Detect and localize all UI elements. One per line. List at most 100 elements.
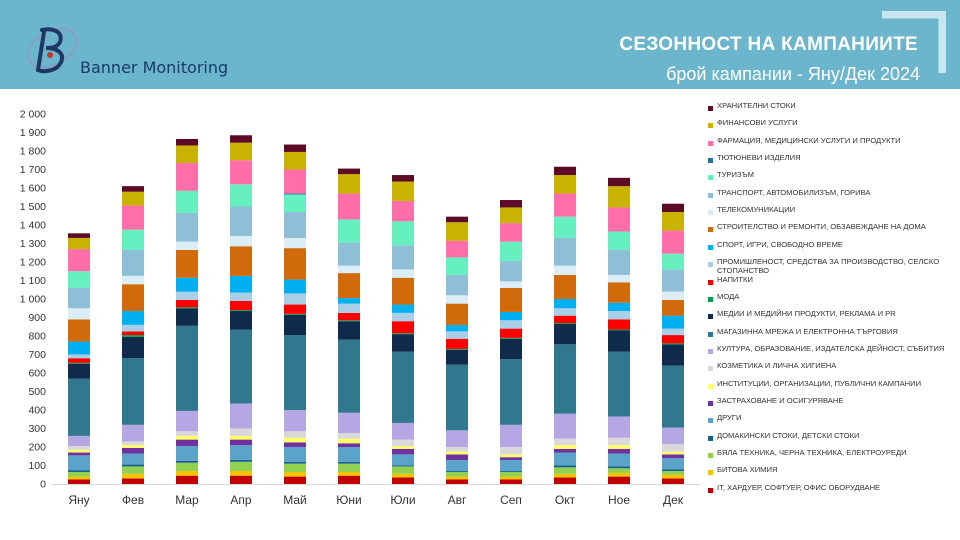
bar-segment	[554, 465, 576, 468]
bar-segment	[68, 378, 90, 436]
y-tick-label: 900	[28, 312, 46, 324]
bar-segment	[446, 331, 468, 339]
bar-segment	[446, 451, 468, 455]
bar-segment	[230, 311, 252, 330]
brand-name: Banner Monitoring	[80, 58, 229, 77]
bar-segment	[392, 477, 414, 484]
legend-item: ЗАСТРАХОВАНЕ И ОСИГУРЯВАНЕ	[708, 396, 958, 413]
y-tick-label: 0	[40, 479, 46, 491]
bar-segment	[500, 207, 522, 224]
bar-segment	[446, 338, 468, 349]
legend-swatch	[708, 470, 713, 476]
bar-segment	[68, 471, 90, 477]
bar-segment	[662, 444, 684, 452]
bar-segment	[554, 308, 576, 316]
legend-label: ХРАНИТЕЛНИ СТОКИ	[717, 101, 796, 110]
bar-segment	[284, 461, 306, 464]
page-title: СЕЗОННОСТ НА КАМПАНИИТЕ	[619, 34, 918, 55]
bar-segment	[176, 325, 198, 411]
bar-segment	[68, 233, 90, 238]
bar-segment	[176, 163, 198, 191]
bar-segment	[68, 452, 90, 456]
bar-segment	[68, 287, 90, 309]
bar-segment	[662, 335, 684, 344]
y-tick-label: 1 400	[20, 220, 46, 232]
legend-item: ФИНАНСОВИ УСЛУГИ	[708, 118, 958, 135]
bar-segment	[68, 363, 90, 379]
y-tick-label: 1 900	[20, 127, 46, 139]
legend-swatch	[708, 140, 713, 146]
bar-segment	[608, 437, 630, 446]
bar-segment	[446, 364, 468, 431]
bar-segment	[608, 476, 630, 484]
bar-segment	[608, 448, 630, 454]
bar-segment	[338, 447, 360, 462]
bar-segment	[230, 459, 252, 462]
bar-segment	[554, 193, 576, 217]
legend-label: ФАРМАЦИЯ, МЕДИЦИНСКИ УСЛУГИ И ПРОДУКТИ	[717, 135, 901, 145]
bar-segment	[446, 216, 468, 223]
legend-label: ДОМАКИНСКИ СТОКИ, ДЕТСКИ СТОКИ	[717, 430, 860, 440]
legend-swatch	[708, 262, 713, 268]
legend-item: БИТОВА ХИМИЯ	[708, 465, 958, 482]
bar-segment	[284, 447, 306, 462]
y-tick-label: 800	[28, 331, 46, 343]
bar-segment	[338, 471, 360, 476]
bar-segment	[554, 315, 576, 324]
bar-segment	[122, 453, 144, 465]
bar-segment	[122, 191, 144, 206]
bar-segment	[338, 168, 360, 175]
bar-segment	[500, 241, 522, 262]
bar-segment	[230, 246, 252, 276]
x-tick-label: Фев	[122, 493, 144, 507]
y-tick-label: 200	[28, 442, 46, 454]
bar-segment	[662, 291, 684, 300]
bar-segment	[122, 478, 144, 484]
page-subtitle: брой кампании - Яну/Дек 2024	[666, 64, 920, 84]
x-tick-label: Апр	[230, 493, 252, 507]
bar-segment	[392, 200, 414, 222]
legend-item: IT, ХАРДУЕР, СОФТУЕР, ОФИС ОБОРУДВАНЕ	[708, 483, 958, 500]
legend-swatch	[708, 418, 713, 424]
bar-segment	[338, 298, 360, 304]
legend-label: КУЛТУРА, ОБРАЗОВАНИЕ, ИЗДАТЕЛСКА ДЕЙНОСТ…	[717, 343, 945, 353]
bar-segment	[176, 212, 198, 242]
y-tick-label: 400	[28, 405, 46, 417]
bar-segment	[284, 463, 306, 472]
bar-segment	[662, 451, 684, 455]
legend-label: ИНСТИТУЦИИ, ОРГАНИЗАЦИИ, ПУБЛИЧНИ КАМПАН…	[717, 378, 922, 388]
bar-segment	[284, 169, 306, 194]
bar-segment	[338, 433, 360, 439]
bar-segment	[662, 299, 684, 316]
bar-segment	[176, 291, 198, 300]
bar-segment	[500, 454, 522, 458]
bar-segment	[338, 320, 360, 322]
bar-segment	[230, 445, 252, 460]
bar-segment	[500, 471, 522, 477]
bar-segment	[608, 282, 630, 303]
bar-segment	[338, 339, 360, 413]
legend-swatch	[708, 453, 713, 458]
legend-swatch	[708, 366, 713, 372]
legend-label: ТУРИЗЪМ	[717, 170, 754, 180]
bar-segment	[230, 275, 252, 293]
bar-segment	[176, 307, 198, 309]
bar-segment	[176, 299, 198, 308]
bar-segment	[284, 314, 306, 336]
bar-segment	[392, 245, 414, 270]
x-tick-label: Май	[283, 493, 307, 507]
bar-segment	[500, 424, 522, 447]
x-tick-label: Яну	[68, 493, 89, 507]
bar-segment	[230, 329, 252, 404]
bar-segment	[446, 430, 468, 447]
bar-segment	[662, 469, 684, 472]
bar-segment	[176, 145, 198, 164]
bar-segment	[122, 275, 144, 285]
bar-segment	[446, 295, 468, 304]
bar-segment	[176, 471, 198, 476]
bar-segment	[176, 431, 198, 436]
bar-segment	[446, 324, 468, 332]
bar-segment	[554, 237, 576, 266]
bar-segment	[608, 468, 630, 473]
bar-segment	[554, 216, 576, 238]
